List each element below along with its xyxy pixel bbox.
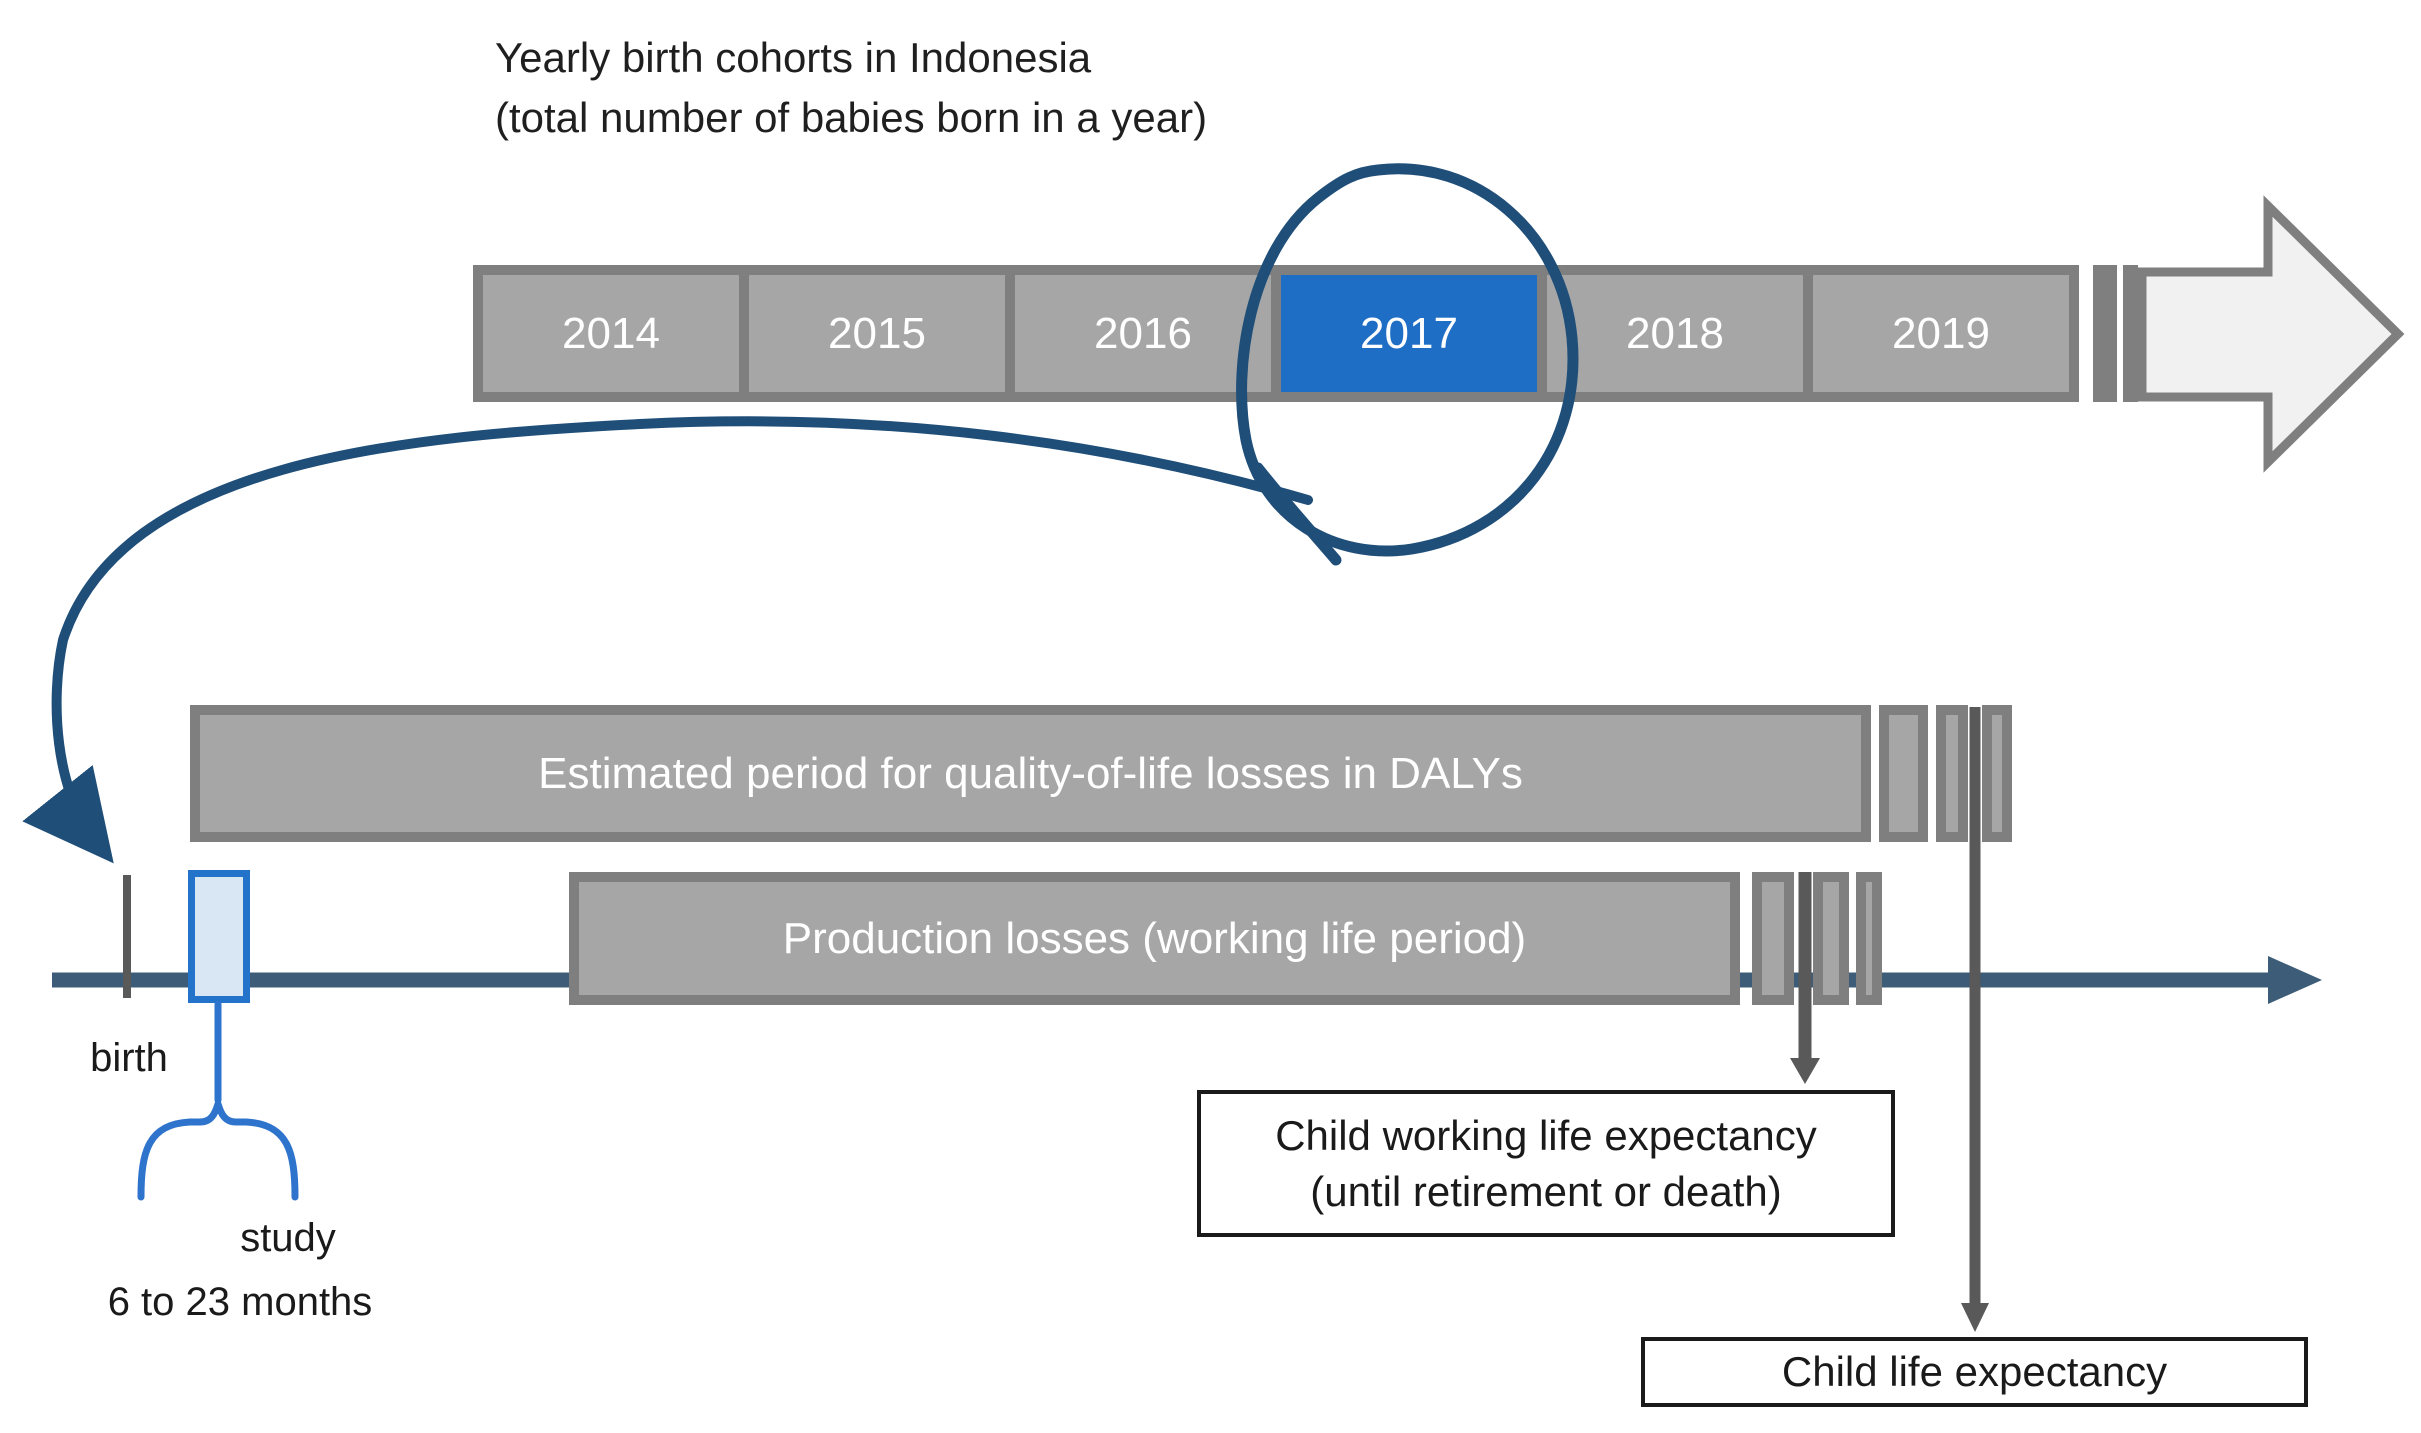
dalys-fade-segment-3	[1982, 705, 2012, 842]
production-period-bar: Production losses (working life period)	[569, 872, 1740, 1005]
working-life-callout-box: Child working life expectancy (until ret…	[1197, 1090, 1895, 1237]
life-expectancy-callout-box: Child life expectancy	[1641, 1337, 2308, 1407]
life-expectancy-label: Child life expectancy	[1781, 1348, 2168, 1395]
title-line-2: (total number of babies born in a year)	[495, 94, 1208, 141]
year-segment-2015: 2015	[749, 275, 1005, 392]
year-segment-2016: 2016	[1015, 275, 1271, 392]
working-life-line-1: Child working life expectancy	[1275, 1111, 1817, 1159]
production-fade-segment-1	[1752, 872, 1794, 1005]
year-cohort-bar: 2014 2015 2016 2017 2018 2019	[473, 265, 2079, 402]
production-fade-segment-3	[1856, 872, 1882, 1005]
working-life-arrowhead-icon	[1790, 1058, 1820, 1084]
dalys-period-bar: Estimated period for quality-of-life los…	[190, 705, 1871, 842]
study-window-box	[188, 870, 250, 1003]
year-segment-2017-highlighted: 2017	[1281, 275, 1537, 392]
production-period-label: Production losses (working life period)	[782, 913, 1527, 963]
year-segment-2014: 2014	[483, 275, 739, 392]
year-segment-2019: 2019	[1813, 275, 2069, 392]
birth-tick-mark	[123, 875, 131, 998]
life-expectancy-arrowhead-icon	[1961, 1303, 1989, 1332]
dalys-period-label: Estimated period for quality-of-life los…	[538, 748, 1523, 798]
study-age-range-label: 6 to 23 months	[107, 1280, 373, 1324]
production-fade-segment-2	[1813, 872, 1849, 1005]
study-label: study	[240, 1216, 336, 1260]
timeline-break-mark	[2093, 265, 2138, 402]
birth-label: birth	[90, 1036, 168, 1080]
figure-title: Yearly birth cohorts in Indonesia (total…	[495, 28, 1207, 148]
title-line-1: Yearly birth cohorts in Indonesia	[495, 34, 1092, 81]
circle-tail-stroke	[1252, 462, 1342, 566]
study-brace-icon	[137, 1000, 299, 1201]
timeline-arrowhead-icon	[2268, 956, 2322, 1004]
working-life-line-2: (until retirement or death)	[1310, 1167, 1782, 1215]
break-stripe	[2117, 265, 2123, 402]
dalys-fade-segment-2	[1936, 705, 1968, 842]
year-segment-2018: 2018	[1547, 275, 1803, 392]
dalys-fade-segment-1	[1879, 705, 1928, 842]
future-years-arrow-icon	[2137, 195, 2405, 473]
